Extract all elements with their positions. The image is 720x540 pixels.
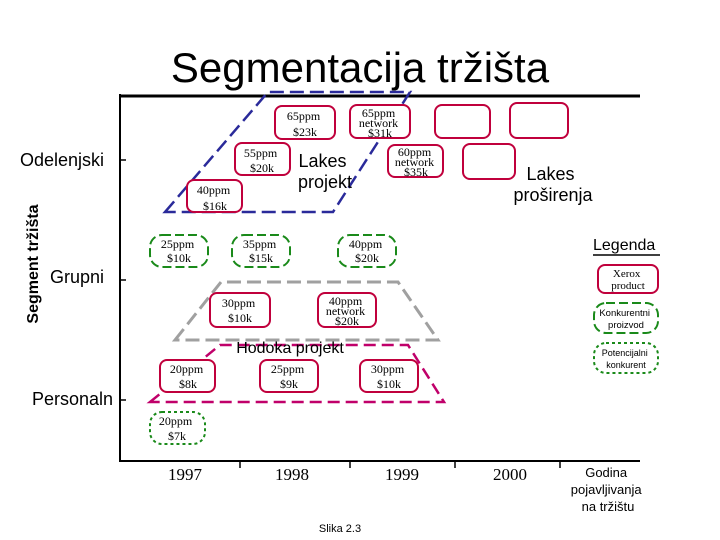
product-box-unlabeled [434,104,491,139]
hodoka-projekt-outline [171,280,441,342]
legend-item-competitor: Konkurentni proizvod [593,302,659,334]
group-label-lakes-projekt: Lakes projekt [298,151,352,192]
year-label-1999: 1999 [385,465,419,484]
competitor-25ppm-10k: 25ppm $10k [149,234,209,268]
product-label: 40ppm network $20k [326,294,368,328]
segment-label-personalni: Personaln [32,389,113,409]
product-box [317,292,377,328]
product-label: 25ppm $9k [271,362,307,391]
product-box [149,411,206,445]
legend-label: Potencijalni konkurent [602,348,651,370]
year-label-1998: 1998 [275,465,309,484]
product-65ppm-23k: 65ppm $23k [274,105,336,140]
product-label: 65ppm network $31k [359,106,401,140]
figure-caption: Slika 2.3 [319,523,361,535]
legend-label: Konkurentni proizvod [599,308,652,331]
segment-label-odelenjski: Odelenjski [20,150,104,170]
product-label: 30ppm $10k [371,362,407,391]
product-box [259,359,319,393]
product-40ppm-16k: 40ppm $16k [186,179,243,213]
product-label: 65ppm $23k [287,109,323,139]
product-box-unlabeled [462,143,516,180]
product-box [231,234,291,268]
legend: Legenda Xerox product Konkurentni proizv… [593,237,660,374]
legend-swatch [593,342,659,374]
lakes-projekt-outline [162,90,413,214]
product-box [359,359,419,393]
competitor-40ppm-20k: 40ppm $20k [337,234,397,268]
legend-title: Legenda [593,237,655,254]
product-label: 20ppm $7k [159,414,195,443]
year-label-1997: 1997 [168,465,203,484]
product-40ppm-network-20k: 40ppm network $20k [317,292,377,328]
product-box [349,104,411,139]
x-axis-label: Godina pojavljivanja na tržištu [571,465,645,514]
product-label: 25ppm $10k [161,237,197,265]
product-label: 35ppm $15k [243,237,279,265]
product-box-unlabeled [509,102,569,139]
year-label-2000: 2000 [493,465,527,484]
product-30ppm-10k-personal: 30ppm $10k [359,359,419,393]
product-box [387,144,444,178]
potential-20ppm-7k: 20ppm $7k [149,411,206,445]
group-label-lakes-prosirenja: Lakes proširenja [513,164,593,205]
legend-item-xerox-product: Xerox product [597,264,659,294]
legend-label: Xerox product [611,268,645,292]
product-box [209,292,271,328]
product-box [159,359,216,393]
product-box [186,179,243,213]
product-30ppm-10k: 30ppm $10k [209,292,271,328]
product-label: 40ppm $16k [197,183,233,213]
product-65ppm-network-31k: 65ppm network $31k [349,104,411,140]
product-label: 60ppm network $35k [395,145,437,179]
product-box [337,234,397,268]
product-label: 30ppm $10k [222,296,258,325]
product-box [149,234,209,268]
legend-item-potential-competitor: Potencijalni konkurent [593,342,659,374]
page-title: Segmentacija tržišta [171,44,550,91]
competitor-35ppm-15k: 35ppm $15k [231,234,291,268]
product-label: 20ppm $8k [170,362,206,391]
product-55ppm-20k: 55ppm $20k [234,142,291,176]
product-label: 40ppm $20k [349,237,385,265]
y-axis-label: Segment tržišta [25,204,42,323]
product-label: 55ppm $20k [244,146,280,175]
legend-swatch [597,264,659,294]
product-60ppm-network-35k: 60ppm network $35k [387,144,444,179]
segment-label-grupni: Grupni [50,267,104,287]
product-20ppm-8k: 20ppm $8k [159,359,216,393]
product-box [274,105,336,140]
legend-swatch [593,302,659,334]
group-label-hodoka-projekt: Hodoka projekt [236,340,344,357]
product-box [234,142,291,176]
product-25ppm-9k: 25ppm $9k [259,359,319,393]
